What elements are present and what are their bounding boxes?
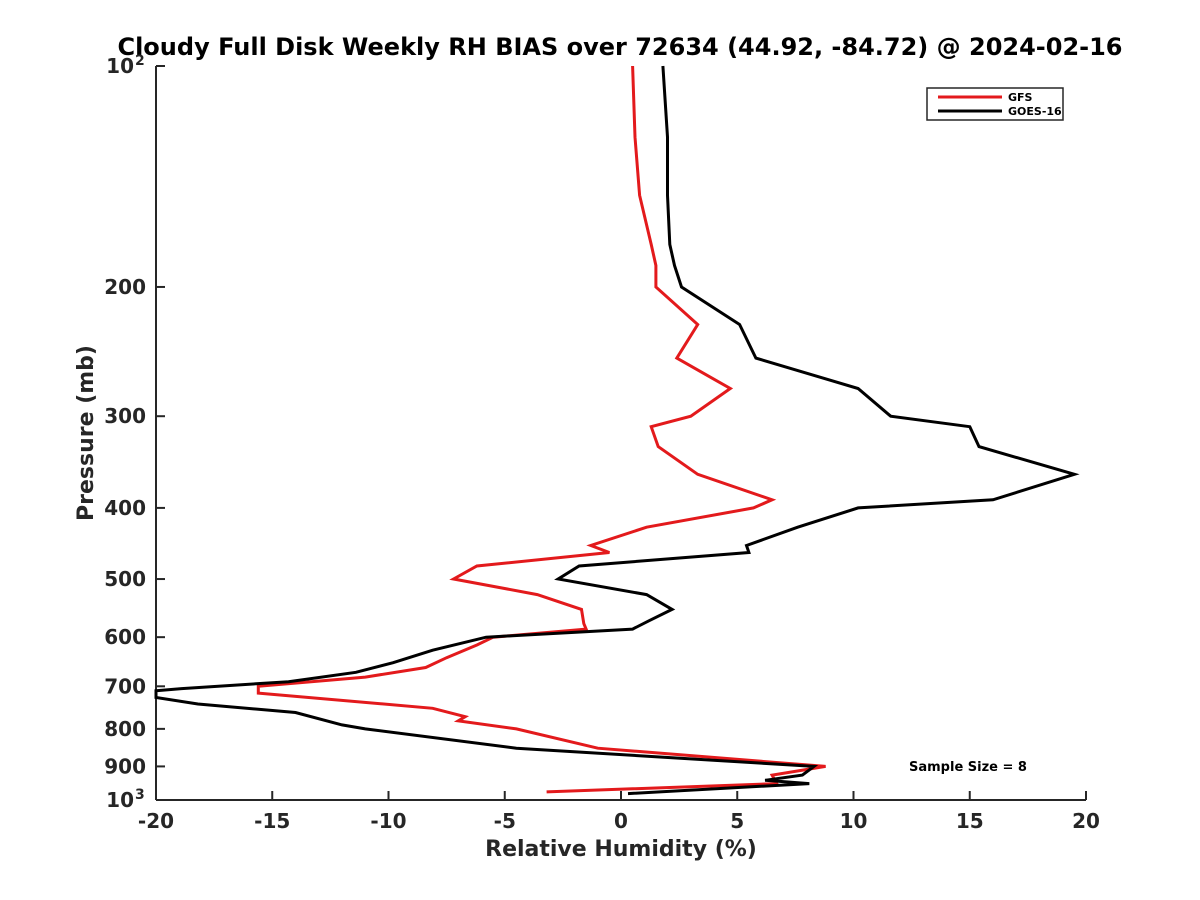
y-tick-label: 300 xyxy=(104,404,146,428)
x-axis-label: Relative Humidity (%) xyxy=(485,837,757,862)
x-ticks: -20 -15 -10 -5 0 5 10 15 20 xyxy=(138,791,1100,833)
goes-16-series-line xyxy=(154,65,1080,796)
x-tick-label: -15 xyxy=(254,809,290,833)
x-tick-label: 5 xyxy=(730,809,744,833)
x-tick-label: 20 xyxy=(1072,809,1100,833)
y-axis-label: Pressure (mb) xyxy=(74,345,99,521)
sample-size-annotation: Sample Size = 8 xyxy=(909,760,1027,775)
legend-label-goes-16: GOES-16 xyxy=(1008,105,1062,118)
legend-label-gfs: GFS xyxy=(1008,91,1033,104)
y-tick-label: 200 xyxy=(104,275,146,299)
y-tick-label: 500 xyxy=(104,567,146,591)
y-tick-label: 900 xyxy=(104,754,146,778)
x-tick-label: 0 xyxy=(614,809,628,833)
y-tick-label: 10 xyxy=(106,54,134,78)
y-tick-label: 10 xyxy=(106,788,134,812)
x-tick-label: -10 xyxy=(370,809,406,833)
series-layer xyxy=(154,65,1080,796)
x-tick-label: -5 xyxy=(494,809,516,833)
x-tick-label: 10 xyxy=(840,809,868,833)
y-tick-label: 700 xyxy=(104,674,146,698)
x-tick-label: -20 xyxy=(138,809,174,833)
plot-area xyxy=(155,66,1086,801)
y-tick-label: 400 xyxy=(104,496,146,520)
y-tick-label: 800 xyxy=(104,717,146,741)
y-tick-label: 600 xyxy=(104,625,146,649)
y-tick-exponent: 3 xyxy=(135,787,145,803)
x-tick-label: 15 xyxy=(956,809,984,833)
legend-box xyxy=(926,87,1064,121)
y-tick-exponent: 2 xyxy=(135,53,145,69)
chart-title: Cloudy Full Disk Weekly RH BIAS over 726… xyxy=(117,33,1122,61)
gfs-series-line xyxy=(256,65,826,794)
